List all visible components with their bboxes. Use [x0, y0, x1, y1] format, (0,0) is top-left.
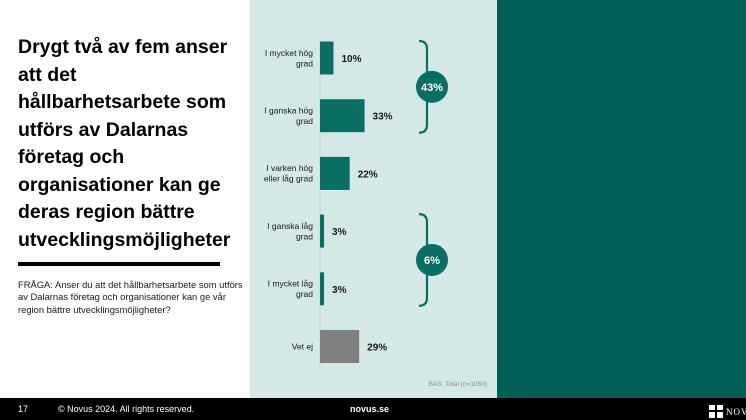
novus-logo-text: NOVUS: [726, 407, 746, 417]
category-label: I ganska låg grad: [267, 221, 313, 242]
bar: [320, 330, 360, 363]
bar-value-label: 3%: [332, 285, 347, 296]
divider-rule: [18, 262, 220, 266]
bar: [320, 214, 325, 248]
survey-question: FRÅGA: Anser du att det hållbarhetsarbet…: [18, 279, 243, 315]
category-label-line: I mycket hög: [265, 48, 313, 58]
category-label-line: I varken hög: [266, 163, 313, 173]
category-label-line: Vet ej: [292, 342, 313, 352]
bar-value-label: 3%: [332, 227, 347, 238]
group-total-label: 6%: [424, 255, 440, 267]
accent-panel: [497, 0, 746, 398]
group-total-label: 43%: [421, 82, 443, 94]
category-label: I varken hög eller låg grad: [264, 163, 313, 184]
category-label-line: I mycket låg: [268, 279, 314, 289]
bar-value-label: 22%: [358, 169, 378, 180]
bar: [320, 99, 365, 133]
bar: [320, 272, 325, 306]
category-label: I mycket låg grad: [268, 279, 314, 300]
novus-logo: NOVUS: [709, 401, 746, 418]
category-label-line: I ganska hög: [264, 105, 313, 115]
headline: Drygt två av fem anser att det hållbarhe…: [18, 36, 231, 251]
copyright-notice: © Novus 2024. All rights reserved.: [58, 404, 195, 414]
base-note: BAS: Total (n=1050): [429, 381, 487, 388]
group-total-badge: [416, 70, 448, 103]
category-label-line: I ganska låg: [267, 221, 313, 231]
novus-logo-icon: [709, 404, 723, 418]
category-label-line: grad: [296, 289, 313, 299]
bar-value-label: 33%: [373, 112, 393, 123]
category-label-line: eller låg grad: [264, 174, 313, 184]
website-link[interactable]: novus.se: [350, 404, 390, 414]
bar: [320, 41, 334, 75]
category-label-line: grad: [296, 116, 313, 126]
category-label-line: grad: [296, 58, 313, 68]
page-number: 17: [18, 404, 29, 414]
bar: [320, 156, 350, 190]
group-total-badge: [416, 243, 448, 276]
footer-bar: 17 © Novus 2024. All rights reserved. no…: [0, 398, 746, 420]
category-label: I ganska hög grad: [264, 105, 313, 126]
category-label: Vet ej: [292, 342, 313, 352]
category-label: I mycket hög grad: [265, 48, 313, 69]
bar-value-label: 10%: [342, 54, 362, 65]
category-label-line: grad: [296, 231, 313, 241]
left-text-panel: Drygt två av fem anser att det hållbarhe…: [0, 0, 250, 398]
bar-value-label: 29%: [367, 343, 387, 354]
chart-panel: 10% I mycket hög grad 33% I ganska hög grad 22…: [250, 0, 497, 398]
